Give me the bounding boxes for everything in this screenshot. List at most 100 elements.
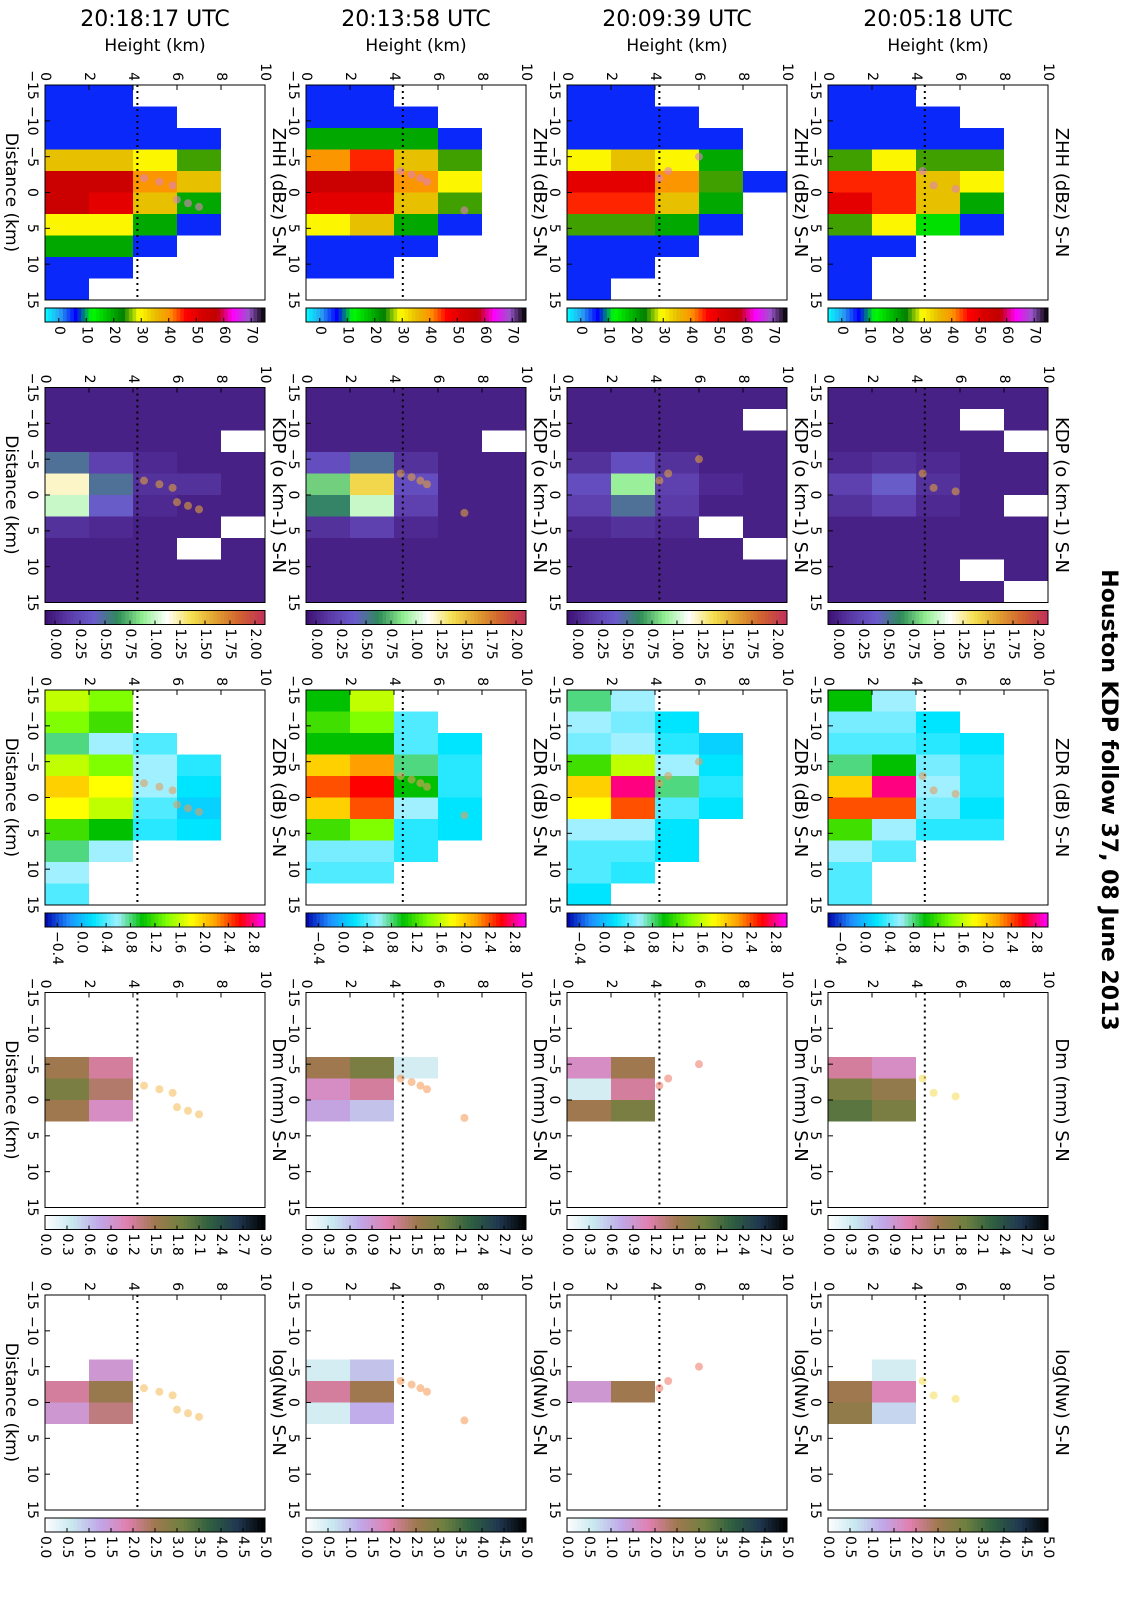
heat-cell <box>394 149 438 171</box>
colorbar-segment <box>738 308 743 322</box>
colorbar-segment <box>470 610 475 625</box>
colorbar-tick-label: 0.5 <box>59 1536 75 1558</box>
colorbar-segment <box>1029 610 1034 625</box>
colorbar-segment <box>415 308 420 322</box>
colorbar-segment <box>926 1518 931 1532</box>
colorbar-segment <box>764 610 769 625</box>
colorbar-segment <box>518 1215 523 1230</box>
colorbar-segment <box>238 913 243 927</box>
heat-cell <box>567 690 611 712</box>
heat-cell <box>567 711 611 733</box>
colorbar-segment <box>514 913 519 927</box>
heat-cell <box>611 690 655 712</box>
heat-cell <box>438 559 482 581</box>
heat-cell <box>45 819 89 841</box>
colorbar-tick-label: 0.0 <box>820 1536 836 1558</box>
panel-title: ZHH (dBz) S-N <box>790 128 811 258</box>
y-tick-label: 4 <box>386 72 402 81</box>
colorbar-segment <box>893 1215 898 1230</box>
y-tick-label: 6 <box>691 72 707 81</box>
colorbar-segment <box>382 1518 387 1532</box>
x-tick-label: 0 <box>546 491 562 500</box>
colorbar-segment <box>749 1215 754 1230</box>
colorbar-tick-label: 10 <box>78 326 94 344</box>
colorbar-segment <box>452 913 457 927</box>
colorbar-segment <box>1018 913 1023 927</box>
heat-cell <box>306 776 350 798</box>
colorbar-segment <box>614 1518 619 1532</box>
colorbar-segment <box>584 308 589 322</box>
heat-cell <box>45 192 89 214</box>
colorbar-segment <box>643 1215 648 1230</box>
heat-cell <box>655 235 699 257</box>
heat-cell <box>438 733 482 755</box>
colorbar-segment <box>253 1215 258 1230</box>
colorbar-segment <box>213 1518 218 1532</box>
colorbar-segment <box>1043 610 1048 625</box>
colorbar-segment <box>1014 610 1019 625</box>
x-tick-label: 15 <box>24 1501 40 1519</box>
colorbar-segment <box>382 1215 387 1230</box>
heat-cell <box>611 754 655 776</box>
x-tick-label: 15 <box>285 896 301 914</box>
heat-cell <box>872 495 916 517</box>
colorbar-segment <box>51 913 56 927</box>
heat-cell <box>916 128 960 150</box>
colorbar-segment <box>452 610 457 625</box>
heat-cell <box>306 840 350 862</box>
y-tick-label: 8 <box>735 375 751 384</box>
y-tick-label: 0 <box>820 1282 836 1291</box>
colorbar-segment <box>474 308 479 322</box>
colorbar-segment <box>933 610 938 625</box>
colorbar-segment <box>334 1518 339 1532</box>
colorbar-segment <box>430 1518 435 1532</box>
colorbar-segment <box>860 913 865 927</box>
colorbar-segment <box>867 610 872 625</box>
heat-cell <box>872 690 916 712</box>
colorbar-segment <box>205 1518 210 1532</box>
colorbar-segment <box>735 610 740 625</box>
y-tick-label: 2 <box>864 375 880 384</box>
colorbar-segment <box>466 1518 471 1532</box>
colorbar-segment <box>1025 1215 1030 1230</box>
colorbar-segment <box>771 308 776 322</box>
colorbar-tick-label: 2.1 <box>974 1234 990 1256</box>
x-tick-label: −5 <box>285 449 301 470</box>
colorbar-segment <box>771 610 776 625</box>
y-tick-label: 4 <box>386 980 402 989</box>
colorbar-segment <box>422 913 427 927</box>
heat-cell <box>133 235 177 257</box>
colorbar-segment <box>397 1518 402 1532</box>
colorbar-segment <box>139 308 144 322</box>
colorbar-segment <box>488 1215 493 1230</box>
y-tick-label: 8 <box>474 980 490 989</box>
colorbar-segment <box>400 1215 405 1230</box>
colorbar-segment <box>194 610 199 625</box>
x-tick-label: 5 <box>24 526 40 535</box>
colorbar-segment <box>650 308 655 322</box>
colorbar-segment <box>433 308 438 322</box>
colorbar-tick-label: 4.5 <box>496 1536 512 1558</box>
heat-cell <box>611 387 655 409</box>
heat-cell <box>872 430 916 452</box>
colorbar-segment <box>981 610 986 625</box>
heat-cell <box>177 387 221 409</box>
heat-cell <box>699 387 743 409</box>
colorbar-tick-label: 2.0 <box>125 1536 141 1558</box>
colorbar-segment <box>260 913 265 927</box>
x-tick-label: −10 <box>24 711 40 741</box>
heat-cell <box>872 452 916 474</box>
colorbar-segment <box>904 1215 909 1230</box>
colorbar-segment <box>463 913 468 927</box>
colorbar-segment <box>834 1215 839 1230</box>
y-tick-label: 8 <box>213 1282 229 1291</box>
colorbar-segment <box>963 1215 968 1230</box>
colorbar-segment <box>603 1518 608 1532</box>
x-tick-label: 10 <box>807 1163 823 1181</box>
x-tick-label: 15 <box>24 1199 40 1217</box>
colorbar-segment <box>106 913 111 927</box>
panel-title: Dm (mm) S-N <box>790 1038 811 1161</box>
colorbar-segment <box>172 1518 177 1532</box>
colorbar-segment <box>459 913 464 927</box>
colorbar-tick-label: 0.0 <box>298 1234 314 1256</box>
